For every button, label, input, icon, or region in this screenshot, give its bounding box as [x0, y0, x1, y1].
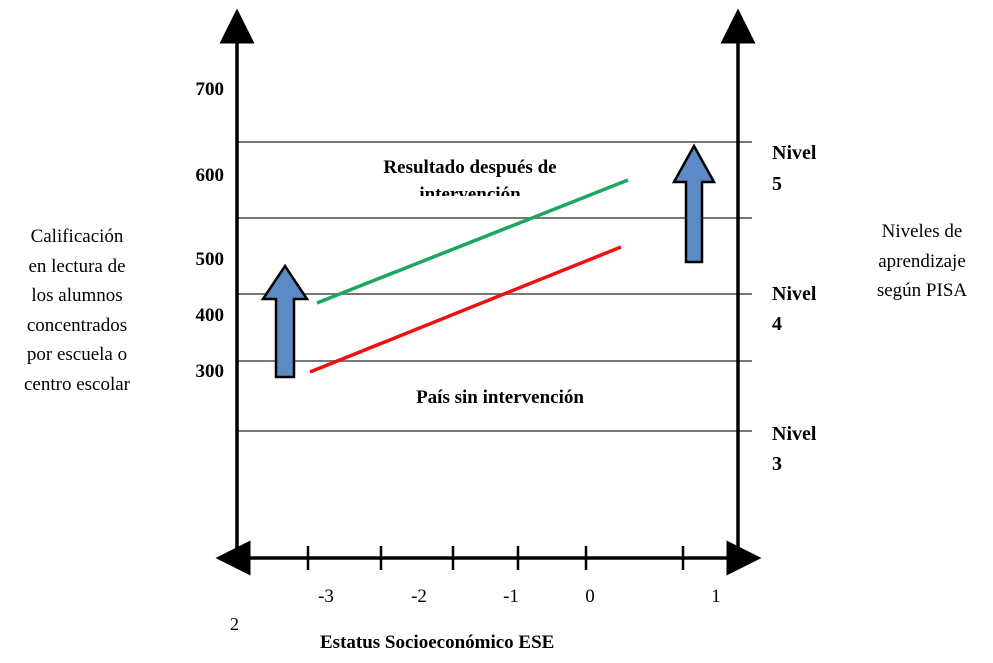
y-ticks: 300 400 500 600 700	[196, 79, 225, 382]
annotation-after-line1: Resultado después de	[383, 157, 556, 178]
x-ticks: -3 -2 -1 0 1	[306, 546, 721, 607]
y-tick-label: 500	[196, 249, 225, 270]
y-tick-label: 300	[196, 361, 225, 382]
y-label-line: Calificación	[30, 226, 124, 247]
y-label-line: los alumnos	[31, 285, 123, 306]
up-arrow-right	[671, 143, 717, 264]
annotation-box	[342, 150, 604, 196]
y-axis-label-right: Niveles de aprendizaje según PISA	[848, 217, 993, 306]
x-tick-label: 0	[585, 586, 595, 607]
level-lines	[237, 141, 752, 432]
y-tick-label: 400	[196, 305, 225, 326]
annotation-cover	[342, 196, 604, 206]
y-tick-label: 700	[196, 79, 225, 100]
x-tick-label: -3	[318, 586, 334, 607]
x-tick-label: 1	[711, 586, 721, 607]
level-5-number: 5	[772, 173, 782, 195]
y-label-line: aprendizaje	[878, 250, 966, 272]
x-axis-label: Estatus Socioeconómico ESE	[320, 632, 555, 653]
level-3-number: 3	[772, 453, 782, 475]
annotation-box	[372, 372, 626, 422]
level-3-label: Nivel	[772, 423, 817, 445]
y-label-line: concentrados	[26, 314, 128, 336]
series-layer	[309, 178, 629, 374]
stray-label: 2	[230, 614, 239, 634]
annotation-without: País sin intervención	[416, 387, 584, 408]
y-axis-label-left: Calificación en lectura de los alumnos c…	[2, 222, 152, 399]
axes	[215, 8, 762, 576]
y-label-line: según PISA	[876, 280, 968, 301]
level-5-label: Nivel	[772, 142, 817, 164]
y-label-line: en lectura de	[28, 255, 126, 277]
series-line	[316, 178, 629, 305]
series-line	[309, 245, 622, 374]
x-tick-label: -2	[411, 586, 427, 607]
y-tick-label: 600	[196, 165, 225, 186]
level-4-label: Nivel	[772, 283, 817, 305]
up-arrow-left	[260, 263, 310, 379]
level-4-number: 4	[772, 313, 782, 335]
y-label-line: centro escolar	[23, 373, 131, 395]
y-label-line: por escuela o	[26, 344, 128, 365]
y-label-line: Niveles de	[881, 221, 963, 242]
x-tick-label: -1	[503, 586, 519, 607]
